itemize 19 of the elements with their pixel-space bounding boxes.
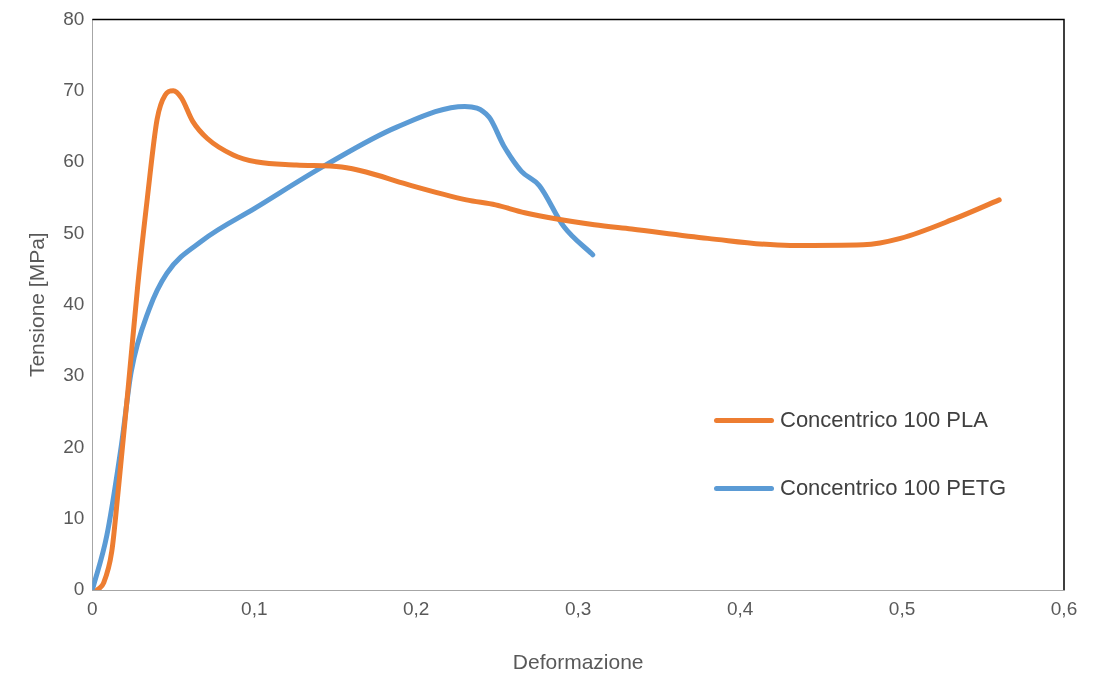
y-tick-label: 40 [63,292,85,314]
y-tick-label: 0 [73,578,85,600]
x-tick-label: 0,5 [888,597,916,619]
legend-label: Concentrico 100 PLA [780,407,988,434]
x-tick-label: 0,3 [564,597,592,619]
y-tick-label: 30 [63,364,85,386]
x-tick-label: 0,1 [241,597,268,619]
x-tick-label: 0,4 [726,597,754,619]
y-axis-title: Tensione [MPa] [25,232,49,378]
y-tick-label: 70 [63,78,85,100]
x-tick-label: 0,6 [1050,597,1078,619]
y-tick-label: 80 [63,7,85,29]
x-axis-title: Deformazione [512,650,644,674]
y-tick-label: 60 [63,150,85,172]
y-tick-label: 20 [63,435,85,457]
y-tick-label: 10 [63,506,85,528]
x-tick-label: 0,2 [403,597,430,619]
y-tick-label: 50 [63,221,85,243]
legend-label: Concentrico 100 PETG [780,475,1007,502]
